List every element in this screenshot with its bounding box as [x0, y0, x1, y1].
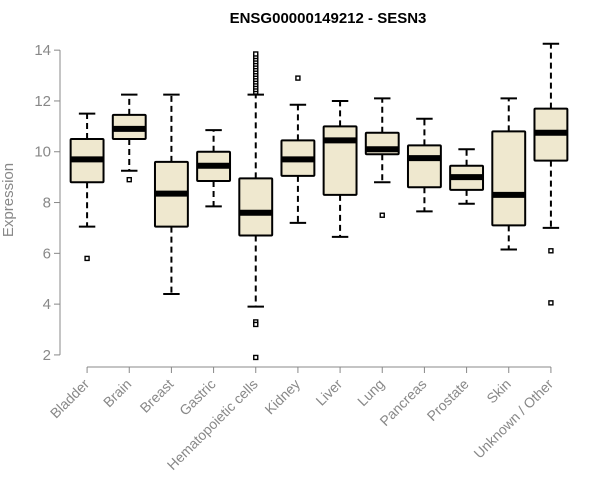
chart-title: ENSG00000149212 - SESN3	[230, 10, 427, 27]
y-tick-label: 4	[43, 296, 51, 313]
x-tick-label: Unknown / Other	[470, 376, 556, 462]
y-tick-label: 12	[34, 93, 51, 110]
box-prostate	[449, 148, 485, 205]
box-pancreas	[406, 117, 442, 213]
box-skin	[491, 97, 527, 251]
box-kidney	[280, 75, 316, 224]
x-tick-label: Liver	[312, 376, 345, 409]
outlier-point	[253, 321, 259, 328]
box-bladder	[69, 112, 105, 262]
x-tick-label: Skin	[483, 376, 514, 407]
outlier-point	[379, 212, 385, 218]
box-iqr	[406, 144, 442, 189]
y-tick-label: 10	[34, 144, 51, 161]
x-tick-label: Breast	[137, 376, 177, 416]
y-axis-label: Expression	[0, 163, 17, 237]
y-tick-label: 6	[43, 245, 51, 262]
outlier-point	[253, 354, 259, 361]
boxes-layer	[69, 42, 569, 361]
x-tick-label: Pancreas	[376, 376, 429, 429]
x-tick-label: Prostate	[424, 376, 472, 424]
outlier-point	[253, 51, 259, 57]
y-axis: 2 4 6 8 10 12 14	[34, 42, 61, 364]
x-tick-label: Bladder	[47, 376, 93, 422]
y-tick-label: 2	[43, 347, 51, 364]
box-gastric	[196, 129, 232, 208]
x-tick-label: Lung	[354, 376, 387, 409]
y-tick-label: 14	[34, 42, 51, 59]
box-iqr	[322, 125, 358, 196]
box-brain	[111, 93, 147, 183]
box-lung	[364, 97, 400, 218]
outlier-point	[548, 300, 554, 306]
box-liver	[322, 99, 358, 238]
y-tick-label: 8	[43, 195, 51, 212]
box-hematopoietic-cells	[238, 51, 274, 361]
box-breast	[153, 93, 189, 295]
outlier-point	[548, 248, 554, 254]
box-iqr	[491, 130, 527, 227]
x-tick-label: Kidney	[261, 376, 303, 418]
outlier-point	[84, 255, 90, 262]
x-tick-label: Brain	[100, 376, 134, 410]
box-iqr	[238, 177, 274, 237]
outlier-point	[295, 75, 301, 81]
box-unknown-other	[533, 42, 569, 306]
outlier-point	[126, 176, 132, 183]
